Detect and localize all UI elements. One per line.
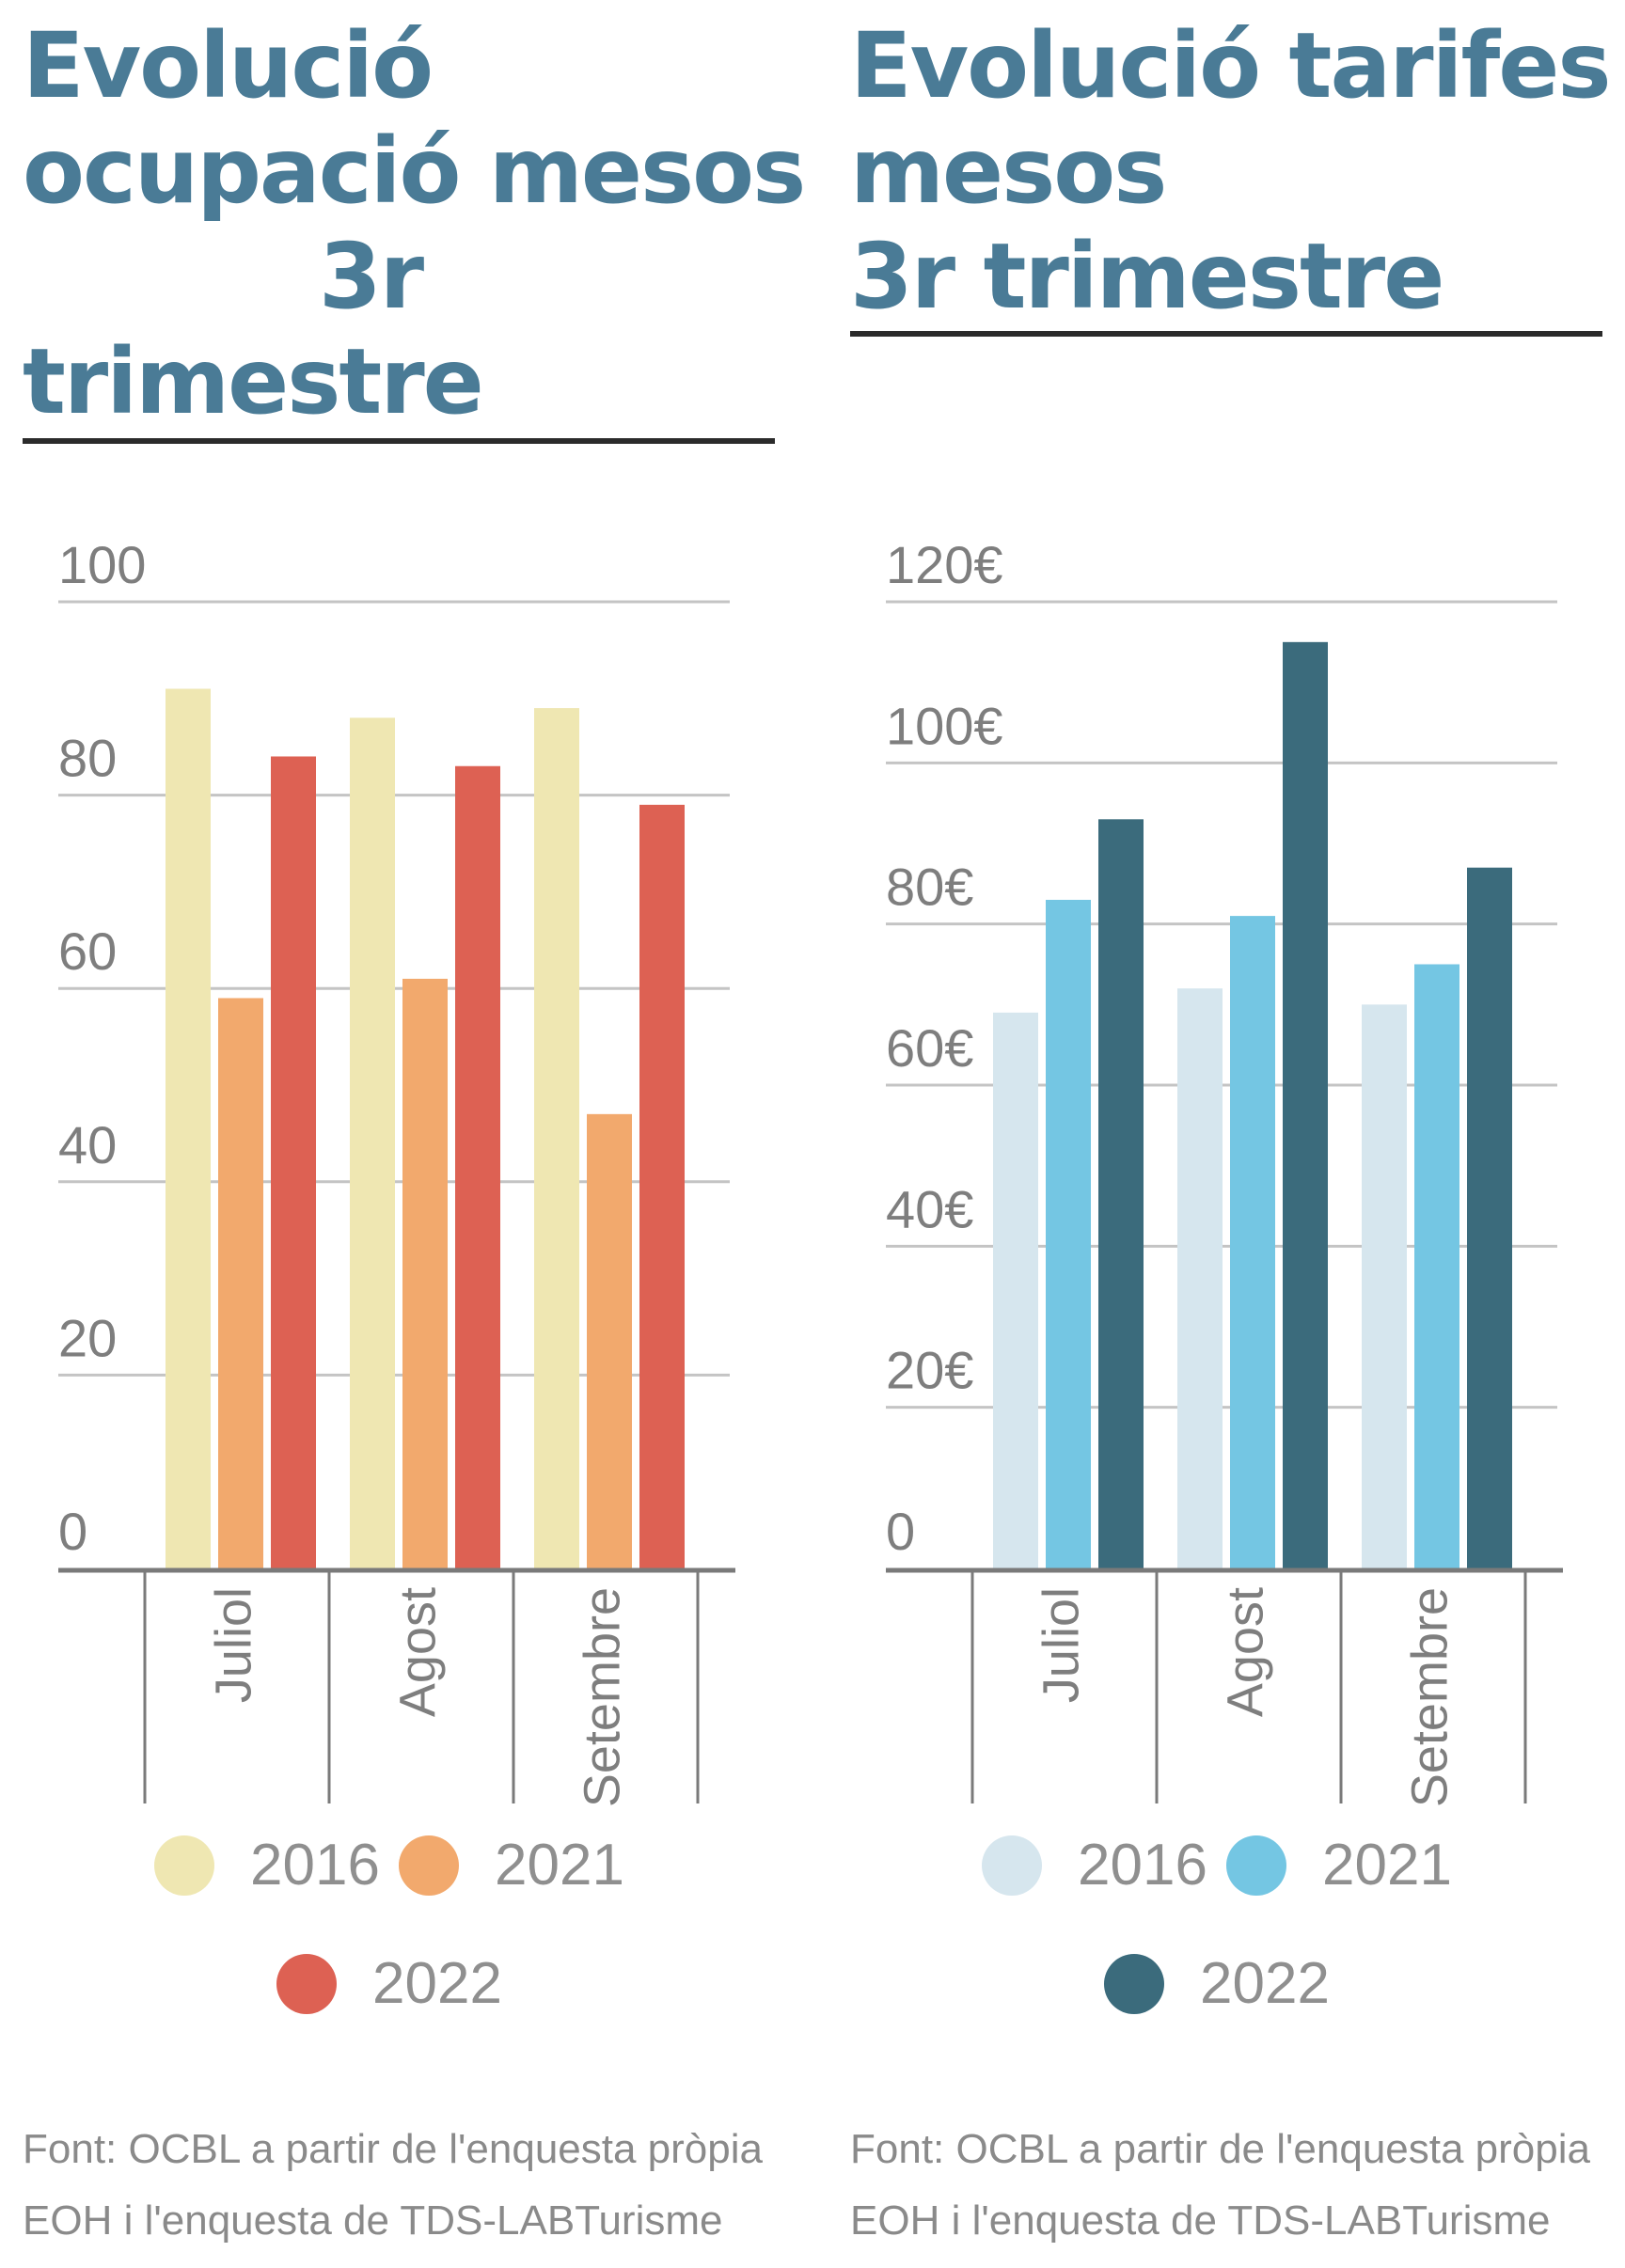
rates-source-line-1: Font: OCBL a partir de l'enquesta pròpia (850, 2126, 1590, 2172)
occupancy-ytick-label: 0 (58, 1502, 87, 1561)
occupancy-title: Evolució ocupació mesos 3r trimestre (23, 13, 806, 434)
occupancy-bar-juliol-2022 (271, 756, 316, 1568)
occupancy-legend-2016: 2016 (154, 1832, 380, 1898)
rates-legend-2022: 2022 (1104, 1950, 1330, 2017)
occupancy-bar-juliol-2016 (166, 688, 211, 1568)
rates-legend-2021: 2021 (1226, 1832, 1452, 1898)
rates-ytick-label: 0 (886, 1502, 915, 1561)
rates-bar-juliol-2016 (993, 1012, 1038, 1568)
legend-label-2022: 2022 (372, 1951, 502, 2016)
legend-label-2022: 2022 (1200, 1951, 1330, 2016)
rates-title-line-2: mesos (850, 118, 1167, 224)
legend-swatch-2021 (1226, 1835, 1286, 1896)
legend-label-2016: 2016 (250, 1833, 380, 1898)
occupancy-title-line-2: ocupació mesos (23, 118, 806, 224)
occupancy-title-rule (23, 438, 775, 444)
rates-category-label-juliol: Juliol (1033, 1587, 1089, 1703)
occupancy-title-line-3: 3r (319, 224, 424, 329)
occupancy-bar-setembre-2016 (534, 708, 579, 1568)
rates-ytick-label: 100€ (886, 696, 1003, 755)
occupancy-bar-agost-2016 (350, 717, 395, 1568)
occupancy-bar-chart: 0 20 40 60 80 100 Juliol Agost Setembre (58, 535, 735, 1807)
rates-bar-agost-2022 (1283, 641, 1328, 1568)
legend-swatch-2021 (399, 1835, 459, 1896)
occupancy-title-line-4: trimestre (23, 329, 484, 434)
rates-ytick-label: 120€ (886, 535, 1003, 594)
occupancy-ytick-label: 40 (58, 1115, 117, 1174)
legend-swatch-2016 (154, 1835, 214, 1896)
occupancy-bar-juliol-2021 (218, 998, 263, 1568)
occupancy-panel: Evolució ocupació mesos 3r trimestre 0 20… (0, 0, 812, 2268)
occupancy-source: Font: OCBL a partir de l'enquesta pròpia… (23, 2114, 794, 2257)
rates-ytick-label: 40€ (886, 1179, 973, 1238)
occupancy-category-label-juliol: Juliol (205, 1587, 261, 1703)
legend-label-2021: 2021 (495, 1833, 624, 1898)
occupancy-ytick-label: 60 (58, 921, 117, 981)
legend-label-2016: 2016 (1078, 1833, 1207, 1898)
rates-category-label-agost: Agost (1217, 1587, 1273, 1717)
legend-swatch-2016 (982, 1835, 1042, 1896)
rates-bar-setembre-2021 (1414, 964, 1459, 1568)
rates-source-line-2: EOH i l'enquesta de TDS-LABTurisme (850, 2197, 1551, 2244)
occupancy-category-label-setembre: Setembre (574, 1587, 630, 1807)
rates-bar-setembre-2022 (1467, 867, 1512, 1568)
rates-panel: Evolució tarifes mesos 3r trimestre 0 20€… (828, 0, 1625, 2268)
rates-legend-2016: 2016 (982, 1832, 1207, 1898)
rates-bar-setembre-2016 (1362, 1004, 1407, 1568)
rates-bar-juliol-2021 (1046, 899, 1091, 1568)
rates-bar-agost-2021 (1230, 916, 1275, 1568)
legend-swatch-2022 (276, 1953, 337, 2014)
rates-title-rule (850, 331, 1602, 337)
occupancy-ytick-label: 80 (58, 729, 117, 788)
occupancy-bar-agost-2022 (455, 765, 500, 1568)
rates-title-line-3: 3r trimestre (850, 224, 1444, 329)
rates-title: Evolució tarifes mesos 3r trimestre (850, 13, 1611, 329)
rates-ytick-label: 80€ (886, 858, 973, 917)
rates-title-line-1: Evolució tarifes (850, 13, 1611, 118)
legend-label-2021: 2021 (1322, 1833, 1452, 1898)
occupancy-category-label-agost: Agost (389, 1587, 446, 1717)
occupancy-title-line-1: Evolució (23, 13, 434, 118)
rates-source: Font: OCBL a partir de l'enquesta pròpia… (850, 2114, 1621, 2257)
occupancy-bar-setembre-2021 (587, 1113, 632, 1568)
occupancy-bar-agost-2021 (402, 978, 448, 1568)
occupancy-legend-2022: 2022 (276, 1950, 502, 2017)
rates-ytick-label: 20€ (886, 1341, 973, 1400)
rates-category-label-setembre: Setembre (1401, 1587, 1458, 1807)
rates-bar-juliol-2022 (1098, 819, 1144, 1568)
rates-ytick-label: 60€ (886, 1018, 973, 1078)
occupancy-bar-setembre-2022 (639, 804, 685, 1568)
occupancy-legend-2021: 2021 (399, 1832, 624, 1898)
occupancy-source-line-1: Font: OCBL a partir de l'enquesta pròpia (23, 2126, 763, 2172)
occupancy-source-line-2: EOH i l'enquesta de TDS-LABTurisme (23, 2197, 723, 2244)
legend-swatch-2022 (1104, 1953, 1164, 2014)
rates-bar-agost-2016 (1177, 988, 1223, 1568)
occupancy-ytick-label: 100 (58, 535, 146, 594)
occupancy-ytick-label: 20 (58, 1308, 117, 1367)
rates-bar-chart: 0 20€ 40€ 60€ 80€ 100€ 120€ Juliol Agost Setembre (886, 535, 1563, 1807)
